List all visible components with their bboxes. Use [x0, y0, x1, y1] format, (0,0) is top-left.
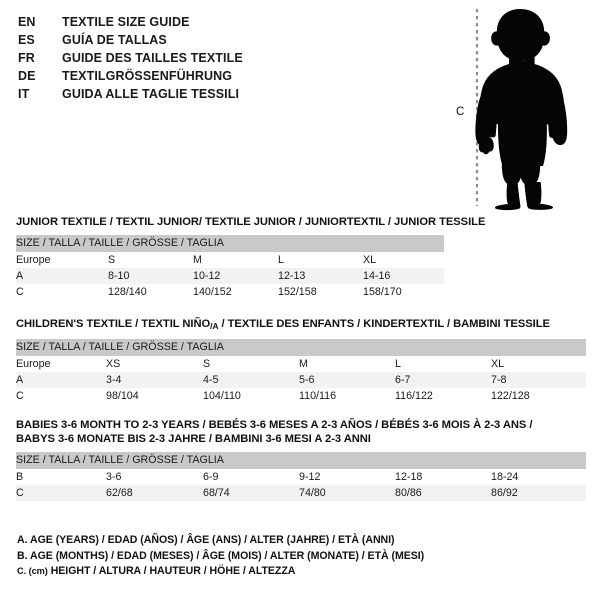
- height-illustration: C: [446, 6, 594, 211]
- row-label: C: [16, 485, 106, 501]
- table-cell: 140/152: [193, 284, 278, 300]
- table-cell: 5-6: [299, 372, 395, 388]
- language-code: EN: [18, 15, 36, 29]
- section-title-post: / TEXTILE DES ENFANTS / KINDERTEXTIL / B…: [218, 318, 550, 330]
- table-cell: 3-6: [106, 469, 203, 485]
- table-cell: XL: [491, 356, 587, 372]
- table-cell: S: [203, 356, 299, 372]
- table-cell: 9-12: [299, 469, 395, 485]
- row-label: B: [16, 469, 106, 485]
- table-cell: 10-12: [193, 268, 278, 284]
- language-code: FR: [18, 51, 35, 65]
- toddler-silhouette-icon: [475, 9, 568, 211]
- table-cell: 128/140: [108, 284, 193, 300]
- row-label: A: [16, 372, 106, 388]
- table-band-row: SIZE / TALLA / TAILLE / GRÖSSE / TAGLIA: [16, 235, 445, 252]
- table-cell: XL: [363, 252, 445, 268]
- table-cell: 122/128: [491, 388, 587, 404]
- table-cell: 6-7: [395, 372, 491, 388]
- table-row: C 62/68 68/74 74/80 80/86 86/92 92/98: [16, 485, 587, 501]
- table-row: A 3-4 4-5 5-6 6-7 7-8: [16, 372, 587, 388]
- table-cell: 158/170: [363, 284, 445, 300]
- language-title: GUIDE DES TAILLES TEXTILE: [62, 51, 243, 65]
- table-band-row: SIZE / TALLA / TAILLE / GRÖSSE / TAGLIA: [16, 452, 587, 469]
- legend-line-b: B. AGE (MONTHS) / EDAD (MESES) / ÂGE (MO…: [17, 549, 425, 562]
- language-row: ES GUÍA DE TALLAS: [18, 31, 438, 49]
- language-title: GUÍA DE TALLAS: [62, 33, 167, 47]
- legend-block: A. AGE (YEARS) / EDAD (AÑOS) / ÂGE (ANS)…: [17, 533, 424, 580]
- table-cell: L: [395, 356, 491, 372]
- language-code: DE: [18, 69, 36, 83]
- band-label: SIZE / TALLA / TAILLE / GRÖSSE / TAGLIA: [16, 235, 445, 252]
- table-cell: 7-8: [491, 372, 587, 388]
- table-row: Europe S M L XL: [16, 252, 445, 268]
- table-row: A 8-10 10-12 12-13 14-16: [16, 268, 445, 284]
- table-row: C 128/140 140/152 152/158 158/170: [16, 284, 445, 300]
- language-row: EN TEXTILE SIZE GUIDE: [18, 13, 438, 31]
- language-row: DE TEXTILGRÖSSENFÜHRUNG: [18, 67, 438, 85]
- band-label: SIZE / TALLA / TAILLE / GRÖSSE / TAGLIA: [16, 339, 587, 356]
- table-cell: 98/104: [106, 388, 203, 404]
- junior-size-table: SIZE / TALLA / TAILLE / GRÖSSE / TAGLIA …: [16, 235, 445, 300]
- table-cell: 74/80: [299, 485, 395, 501]
- row-label: C: [16, 284, 108, 300]
- section-title-subscript: /A: [210, 321, 219, 331]
- table-row: Europe XS S M L XL: [16, 356, 587, 372]
- section-childrens-textile: CHILDREN'S TEXTILE / TEXTIL NIÑO/A / TEX…: [16, 317, 587, 404]
- table-cell: M: [299, 356, 395, 372]
- table-cell: 14-16: [363, 268, 445, 284]
- table-cell: 86/92: [491, 485, 587, 501]
- row-label: A: [16, 268, 108, 284]
- section-title-line1: BABIES 3-6 MONTH TO 2-3 YEARS / BEBÉS 3-…: [16, 419, 533, 431]
- legend-line-c-text: HEIGHT / ALTURA / HAUTEUR / HÖHE / ALTEZ…: [47, 565, 296, 577]
- language-title: TEXTILGRÖSSENFÜHRUNG: [62, 69, 233, 83]
- table-cell: 12-13: [278, 268, 363, 284]
- language-code: IT: [18, 87, 30, 101]
- childrens-size-table: SIZE / TALLA / TAILLE / GRÖSSE / TAGLIA …: [16, 339, 587, 404]
- table-cell: 152/158: [278, 284, 363, 300]
- language-title-block: EN TEXTILE SIZE GUIDE ES GUÍA DE TALLAS …: [18, 13, 438, 103]
- table-cell: 12-18: [395, 469, 491, 485]
- language-row: IT GUIDA ALLE TAGLIE TESSILI: [18, 85, 438, 103]
- height-marker-label: C: [456, 106, 465, 118]
- table-cell: 8-10: [108, 268, 193, 284]
- table-cell: 3-4: [106, 372, 203, 388]
- table-row: B 3-6 6-9 9-12 12-18 18-24 24-36: [16, 469, 587, 485]
- table-cell: 62/68: [106, 485, 203, 501]
- row-label: Europe: [16, 356, 106, 372]
- legend-line-a: A. AGE (YEARS) / EDAD (AÑOS) / ÂGE (ANS)…: [17, 534, 395, 546]
- table-cell: 18-24: [491, 469, 587, 485]
- section-title: CHILDREN'S TEXTILE / TEXTIL NIÑO/A / TEX…: [16, 317, 586, 333]
- section-title-pre: CHILDREN'S TEXTILE / TEXTIL NIÑO: [16, 318, 211, 330]
- language-title: TEXTILE SIZE GUIDE: [62, 15, 190, 29]
- language-row: FR GUIDE DES TAILLES TEXTILE: [18, 49, 438, 67]
- table-cell: 116/122: [395, 388, 491, 404]
- table-cell: 110/116: [299, 388, 395, 404]
- table-cell: S: [108, 252, 193, 268]
- table-cell: M: [193, 252, 278, 268]
- row-label: Europe: [16, 252, 108, 268]
- language-title: GUIDA ALLE TAGLIE TESSILI: [62, 87, 240, 101]
- band-label: SIZE / TALLA / TAILLE / GRÖSSE / TAGLIA: [16, 452, 587, 469]
- child-figure-shape: [475, 9, 568, 211]
- table-cell: 68/74: [203, 485, 299, 501]
- legend-line-c: C. (cm) HEIGHT / ALTURA / HAUTEUR / HÖHE…: [17, 564, 424, 580]
- table-cell: XS: [106, 356, 203, 372]
- language-code: ES: [18, 33, 35, 47]
- section-title-line2: BABYS 3-6 MONATE BIS 2-3 JAHRE / BAMBINI…: [16, 433, 371, 445]
- table-cell: 6-9: [203, 469, 299, 485]
- table-cell: 104/110: [203, 388, 299, 404]
- table-band-row: SIZE / TALLA / TAILLE / GRÖSSE / TAGLIA: [16, 339, 587, 356]
- table-cell: 80/86: [395, 485, 491, 501]
- section-title: JUNIOR TEXTILE / TEXTIL JUNIOR/ TEXTILE …: [16, 216, 486, 228]
- row-label: C: [16, 388, 106, 404]
- table-row: C 98/104 104/110 110/116 116/122 122/128: [16, 388, 587, 404]
- babies-size-table: SIZE / TALLA / TAILLE / GRÖSSE / TAGLIA …: [16, 452, 587, 501]
- section-junior-textile: JUNIOR TEXTILE / TEXTIL JUNIOR/ TEXTILE …: [16, 215, 485, 300]
- table-cell: 4-5: [203, 372, 299, 388]
- table-cell: L: [278, 252, 363, 268]
- legend-unit: C. (cm): [17, 566, 48, 576]
- section-babies-textile: BABIES 3-6 MONTH TO 2-3 YEARS / BEBÉS 3-…: [16, 418, 587, 501]
